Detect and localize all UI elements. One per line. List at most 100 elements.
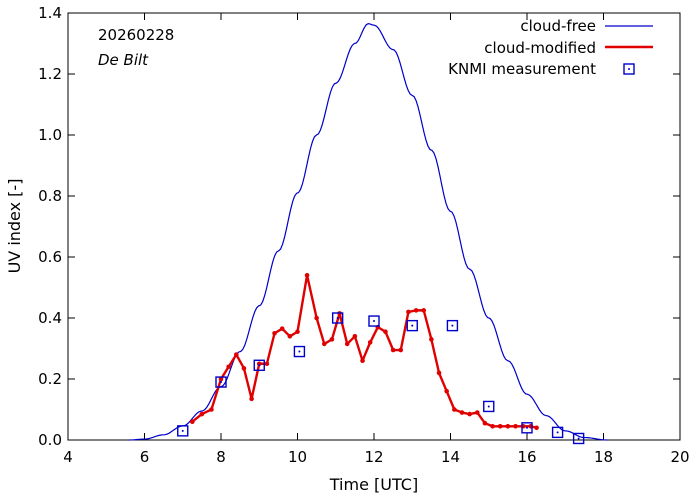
y-tick-label: 1.0 (38, 126, 62, 144)
cloud-modified-point (406, 309, 411, 315)
knmi-marker-dot (258, 364, 261, 367)
legend-label-knmi-measurement: KNMI measurement (448, 60, 596, 78)
x-tick-label: 12 (364, 448, 383, 466)
legend-label-cloud-free: cloud-free (520, 17, 596, 35)
knmi-measurement-point (293, 345, 306, 358)
legend: cloud-free cloud-modified KNMI measureme… (448, 17, 653, 78)
x-tick-label: 4 (63, 448, 73, 466)
cloud-modified-point (287, 334, 293, 339)
axis-ticks (67, 12, 681, 441)
knmi-marker-dot (336, 317, 339, 319)
cloud-modified-point (436, 370, 442, 376)
knmi-measurement-point (406, 319, 418, 332)
cloud-modified-point (390, 347, 396, 353)
cloud-modified-point (429, 337, 434, 342)
cloud-modified-point (360, 358, 365, 364)
cloud-modified-point (383, 329, 388, 335)
cloud-modified-point (314, 315, 319, 321)
knmi-marker-box (368, 315, 380, 327)
knmi-marker-box (215, 376, 227, 388)
x-tick-label: 10 (288, 448, 307, 466)
legend-knmi-marker (623, 63, 635, 75)
x-tick-label: 16 (517, 448, 536, 466)
x-tick-label: 8 (216, 448, 226, 466)
cloud-modified-point (344, 341, 350, 347)
cloud-modified-point (209, 407, 214, 412)
cloud-modified-point (264, 361, 270, 367)
knmi-measurement-point (551, 426, 564, 439)
knmi-marker-box (551, 426, 564, 439)
cloud-modified-point (295, 329, 300, 335)
cloud-modified-point (272, 330, 277, 336)
knmi-marker-dot (556, 431, 559, 434)
cloud-modified-point (459, 410, 465, 415)
date-annotation: 20260228 (98, 26, 174, 44)
cloud-modified-point (234, 352, 239, 357)
cloud-modified-point (367, 340, 373, 345)
knmi-marker-box (483, 400, 495, 413)
cloud-modified-point (413, 308, 419, 313)
knmi-marker-dot (298, 350, 301, 353)
cloud-modified-point (421, 308, 427, 313)
y-tick-label: 1.4 (38, 4, 62, 22)
knmi-measurement-point (446, 319, 459, 332)
y-tick-labels: 0.0 0.2 0.4 0.6 0.8 1.0 1.2 1.4 (38, 4, 62, 449)
x-axis-title: Time [UTC] (329, 475, 418, 494)
knmi-measurement-point (215, 376, 227, 388)
cloud-modified-point (398, 347, 404, 353)
knmi-measurement-point (483, 400, 495, 413)
knmi-marker-dot (628, 68, 630, 70)
knmi-marker-dot (373, 320, 375, 323)
y-tick-label: 0.4 (38, 309, 62, 327)
knmi-marker-dot (526, 426, 528, 429)
knmi-marker-box (572, 432, 585, 445)
knmi-marker-box (331, 312, 344, 324)
y-axis-title: UV index [-] (5, 179, 24, 274)
knmi-marker-dot (220, 381, 222, 384)
knmi-marker-dot (451, 324, 454, 327)
cloud-modified-point (249, 396, 254, 402)
x-tick-label: 20 (670, 448, 689, 466)
legend-swatch-knmi-measurement (623, 63, 635, 75)
cloud-modified-point (241, 366, 247, 371)
cloud-modified-point (505, 423, 511, 429)
knmi-marker-box (446, 319, 459, 332)
cloud-modified-point (218, 376, 224, 382)
knmi-marker-dot (181, 429, 184, 432)
cloud-modified-point (474, 410, 480, 415)
cloud-modified-point (329, 337, 335, 342)
cloud-modified-point (226, 364, 231, 370)
knmi-measurement-point (177, 425, 189, 437)
y-tick-label: 0.6 (38, 248, 62, 266)
x-tick-label: 14 (441, 448, 460, 466)
knmi-measurement-point (253, 359, 265, 371)
y-tick-label: 0.8 (38, 187, 62, 205)
cloud-modified-point (534, 425, 539, 431)
knmi-marker-dot (411, 324, 414, 327)
cloud-modified-point (304, 273, 310, 278)
location-annotation: De Bilt (98, 51, 149, 69)
cloud-modified-point (256, 361, 262, 367)
cloud-modified-point (482, 420, 488, 426)
knmi-measurement-point (521, 422, 533, 434)
cloud-modified-point (352, 334, 358, 339)
series-line-cloud-free (129, 23, 608, 441)
knmi-marker-box (521, 422, 533, 434)
y-tick-label: 0.0 (38, 431, 62, 449)
knmi-marker-dot (487, 405, 490, 408)
x-tick-label: 6 (140, 448, 150, 466)
knmi-measurement-point (331, 312, 344, 324)
cloud-modified-point (190, 419, 195, 425)
knmi-measurement-point (368, 315, 380, 327)
series-layer (129, 23, 608, 445)
series-line-cloud-modified (191, 274, 537, 429)
x-tick-label: 18 (594, 448, 613, 466)
cloud-modified-point (321, 341, 327, 347)
knmi-measurement-point (572, 432, 585, 445)
knmi-marker-box (406, 319, 418, 332)
cloud-modified-point (513, 423, 518, 429)
knmi-marker-box (293, 345, 306, 358)
y-tick-label: 1.2 (38, 65, 62, 83)
knmi-marker-box (623, 63, 635, 75)
